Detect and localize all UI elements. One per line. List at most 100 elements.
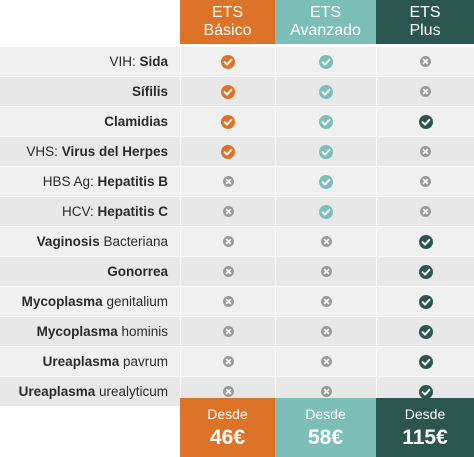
price-basico[interactable]: Desde 46€ bbox=[180, 398, 275, 457]
test-name-bold: Vaginosis bbox=[36, 234, 100, 249]
test-name: Ureaplasma urealyticum bbox=[0, 377, 180, 406]
test-name-bold: Virus del Herpes bbox=[61, 144, 168, 159]
plan-cell bbox=[275, 287, 376, 316]
plan-cell bbox=[180, 227, 275, 256]
x-icon bbox=[222, 236, 234, 247]
plan-cell bbox=[180, 167, 275, 196]
check-icon bbox=[418, 114, 433, 129]
check-icon bbox=[319, 174, 333, 189]
x-icon bbox=[320, 326, 332, 337]
plan-cell bbox=[376, 317, 474, 346]
plan-cell bbox=[275, 137, 376, 166]
plan-header-basico[interactable]: ETS Básico bbox=[180, 0, 275, 44]
test-name: HBS Ag: Hepatitis B bbox=[0, 167, 180, 196]
test-name-post: urealyticum bbox=[95, 384, 168, 399]
x-icon bbox=[222, 296, 234, 307]
test-name-bold: Sífilis bbox=[131, 84, 168, 99]
plan-header-plus[interactable]: ETS Plus bbox=[376, 0, 474, 44]
check-icon bbox=[319, 54, 333, 69]
test-name: Mycoplasma genitalium bbox=[0, 287, 180, 316]
plan-cell bbox=[376, 197, 474, 226]
table-row: Vaginosis Bacteriana bbox=[0, 227, 474, 257]
plan-cell bbox=[180, 377, 275, 406]
plan-cell bbox=[180, 287, 275, 316]
plan-header-line2: Plus bbox=[409, 22, 441, 39]
x-icon bbox=[222, 326, 234, 337]
check-icon bbox=[221, 144, 235, 159]
test-name-post: genitalium bbox=[102, 294, 168, 309]
plan-cell bbox=[180, 107, 275, 136]
table-row: HBS Ag: Hepatitis B bbox=[0, 167, 474, 197]
plan-cell bbox=[180, 77, 275, 106]
test-name-post: pavrum bbox=[119, 354, 168, 369]
table-row: HCV: Hepatitis C bbox=[0, 197, 474, 227]
plan-header-line2: Básico bbox=[203, 22, 252, 39]
test-name: HCV: Hepatitis C bbox=[0, 197, 180, 226]
x-icon bbox=[420, 206, 431, 217]
plan-cell bbox=[376, 227, 474, 256]
plan-cell bbox=[376, 287, 474, 316]
plan-cell bbox=[376, 377, 474, 406]
plan-cell bbox=[180, 137, 275, 166]
x-icon bbox=[320, 266, 332, 277]
test-name-bold: Mycoplasma bbox=[36, 324, 118, 339]
plan-cell bbox=[275, 77, 376, 106]
check-icon bbox=[418, 294, 433, 309]
price-prefix: Desde bbox=[305, 406, 346, 422]
test-name-pre: VIH: bbox=[109, 54, 140, 69]
plan-header-line1: ETS bbox=[211, 4, 244, 21]
table-row: Gonorrea bbox=[0, 257, 474, 287]
plan-header-line1: ETS bbox=[309, 4, 342, 21]
plan-cell bbox=[180, 257, 275, 286]
plan-cell bbox=[180, 197, 275, 226]
x-icon bbox=[420, 176, 431, 187]
check-icon bbox=[319, 144, 333, 159]
price-plus[interactable]: Desde 115€ bbox=[376, 398, 474, 457]
x-icon bbox=[420, 86, 431, 97]
plan-cell bbox=[275, 47, 376, 76]
test-name-bold: Clamidias bbox=[104, 114, 168, 129]
test-name-pre: HCV: bbox=[61, 204, 98, 219]
x-icon bbox=[320, 356, 332, 367]
test-name: Gonorrea bbox=[0, 257, 180, 286]
plan-cell bbox=[275, 257, 376, 286]
test-name: Ureaplasma pavrum bbox=[0, 347, 180, 376]
plan-header-line1: ETS bbox=[409, 4, 441, 21]
plan-cell bbox=[376, 77, 474, 106]
check-icon bbox=[418, 264, 433, 279]
table-row: Mycoplasma genitalium bbox=[0, 287, 474, 317]
x-icon bbox=[420, 146, 431, 157]
price-value: 58€ bbox=[307, 426, 344, 449]
test-rows: VIH: Sida Sífilis Clamidias VHS: Virus del … bbox=[0, 47, 474, 407]
plan-cell bbox=[376, 257, 474, 286]
test-name-bold: Ureaplasma bbox=[42, 354, 120, 369]
test-name-bold: Sida bbox=[139, 54, 168, 69]
check-icon bbox=[418, 234, 433, 249]
test-name: Mycoplasma hominis bbox=[0, 317, 180, 346]
test-name-post: hominis bbox=[117, 324, 168, 339]
plan-header-avanzado[interactable]: ETS Avanzado bbox=[275, 0, 376, 44]
x-icon bbox=[222, 356, 234, 367]
x-icon bbox=[320, 236, 332, 247]
test-name-bold: Ureaplasma bbox=[18, 384, 96, 399]
test-name: VIH: Sida bbox=[0, 47, 180, 76]
table-row: VIH: Sida bbox=[0, 47, 474, 77]
test-name: Clamidias bbox=[0, 107, 180, 136]
check-icon bbox=[418, 384, 433, 399]
table-row: Sífilis bbox=[0, 77, 474, 107]
check-icon bbox=[221, 84, 235, 99]
test-name: Vaginosis Bacteriana bbox=[0, 227, 180, 256]
plan-cell bbox=[275, 317, 376, 346]
plan-cell bbox=[180, 317, 275, 346]
plan-cell bbox=[275, 197, 376, 226]
test-name-bold: Hepatitis B bbox=[97, 174, 168, 189]
check-icon bbox=[319, 84, 333, 99]
price-avanzado[interactable]: Desde 58€ bbox=[275, 398, 376, 457]
plan-cell bbox=[376, 137, 474, 166]
plan-cell bbox=[275, 347, 376, 376]
check-icon bbox=[418, 354, 433, 369]
test-name-pre: HBS Ag: bbox=[42, 174, 98, 189]
table-row: Ureaplasma pavrum bbox=[0, 347, 474, 377]
plan-cell bbox=[275, 167, 376, 196]
